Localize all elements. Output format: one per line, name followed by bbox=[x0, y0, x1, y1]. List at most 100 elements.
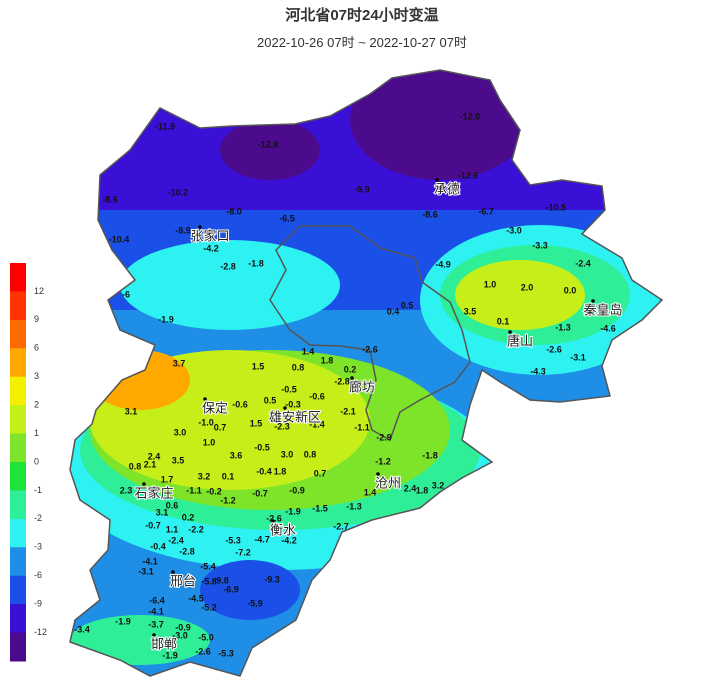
legend-swatch bbox=[10, 518, 26, 548]
station-value: -1.1 bbox=[354, 422, 370, 432]
station-value: -2.6 bbox=[195, 646, 211, 656]
station-value: 3.1 bbox=[125, 406, 138, 416]
city-name: 秦皇岛 bbox=[583, 302, 622, 317]
station-value: -4.1 bbox=[148, 606, 164, 616]
station-value: -0.6 bbox=[309, 391, 325, 401]
station-value: 1.4 bbox=[364, 487, 377, 497]
station-value: 0.5 bbox=[401, 300, 414, 310]
station-value: -6 bbox=[122, 289, 130, 299]
legend-swatch bbox=[10, 405, 26, 435]
station-value: -4.5 bbox=[188, 593, 204, 603]
legend-swatch bbox=[10, 348, 26, 378]
station-value: -0.9 bbox=[289, 485, 305, 495]
city-name: 邢台 bbox=[170, 573, 196, 588]
station-value: 2.4 bbox=[148, 451, 161, 461]
station-value: -0.4 bbox=[150, 541, 166, 551]
station-value: -8.6 bbox=[422, 209, 438, 219]
city-name: 雄安新区 bbox=[269, 409, 321, 424]
station-value: -0.7 bbox=[252, 488, 268, 498]
station-value: 1.8 bbox=[416, 485, 429, 495]
station-value: -0.9 bbox=[175, 622, 191, 632]
city-name: 衡水 bbox=[270, 522, 296, 537]
station-value: 1.8 bbox=[274, 466, 287, 476]
city-name: 保定 bbox=[202, 400, 228, 415]
station-value: 0.8 bbox=[129, 461, 142, 471]
station-value: 0.2 bbox=[182, 512, 195, 522]
legend-label: -6 bbox=[34, 570, 42, 580]
station-value: -4.7 bbox=[254, 534, 270, 544]
station-value: -2.8 bbox=[334, 376, 350, 386]
station-value: 0.7 bbox=[314, 468, 327, 478]
station-value: 0.6 bbox=[166, 500, 179, 510]
legend-label: -12 bbox=[34, 627, 47, 637]
station-value: -1.2 bbox=[375, 456, 391, 466]
station-value: -4.1 bbox=[142, 556, 158, 566]
city-dot bbox=[508, 330, 512, 334]
station-value: -1.8 bbox=[422, 450, 438, 460]
legend-swatch bbox=[10, 547, 26, 577]
station-value: 3.2 bbox=[432, 480, 445, 490]
legend-label: -2 bbox=[34, 513, 42, 523]
city-name: 承德 bbox=[434, 181, 460, 196]
city-name: 石家庄 bbox=[134, 485, 173, 500]
city-name: 唐山 bbox=[507, 333, 533, 348]
station-value: -8.0 bbox=[226, 206, 242, 216]
station-value: -6.7 bbox=[478, 206, 494, 216]
legend-label: -1 bbox=[34, 485, 42, 495]
station-value: -3.7 bbox=[148, 619, 164, 629]
station-value: -3.0 bbox=[506, 225, 522, 235]
station-value: 3.0 bbox=[174, 427, 187, 437]
city-dot bbox=[142, 482, 146, 486]
station-value: -11.9 bbox=[155, 121, 175, 131]
legend-label: -3 bbox=[34, 542, 42, 552]
station-value: -1.2 bbox=[220, 495, 236, 505]
station-value: 0.2 bbox=[344, 364, 357, 374]
station-value: -1.9 bbox=[162, 650, 178, 660]
station-value: -0.6 bbox=[232, 399, 248, 409]
station-value: -10.4 bbox=[109, 234, 130, 244]
station-value: 2.4 bbox=[404, 483, 417, 493]
legend-label: 3 bbox=[34, 371, 39, 381]
station-value: -2.6 bbox=[266, 513, 282, 523]
station-value: 1.5 bbox=[252, 361, 265, 371]
station-value: -8.6 bbox=[102, 194, 118, 204]
station-value: -1.4 bbox=[309, 419, 325, 429]
station-value: -2.2 bbox=[188, 524, 204, 534]
city-dot bbox=[376, 472, 380, 476]
city-dot bbox=[271, 519, 275, 523]
station-value: 0.4 bbox=[387, 306, 400, 316]
station-value: -5.9 bbox=[247, 598, 263, 608]
station-value: 3.5 bbox=[172, 455, 185, 465]
station-value: -1.0 bbox=[198, 417, 214, 427]
station-value: -9.3 bbox=[264, 574, 280, 584]
legend-swatch bbox=[10, 319, 26, 349]
station-value: -0.2 bbox=[206, 486, 222, 496]
station-value: 1.7 bbox=[161, 474, 174, 484]
station-value: 1.0 bbox=[484, 279, 497, 289]
station-value: -3.1 bbox=[138, 566, 154, 576]
legend-label: 1 bbox=[34, 428, 39, 438]
legend-swatch bbox=[10, 291, 26, 321]
city-dot bbox=[435, 178, 439, 182]
legend-swatch bbox=[10, 263, 26, 292]
station-value: -6.5 bbox=[279, 213, 295, 223]
station-value: 0.0 bbox=[564, 285, 577, 295]
station-value: -3.4 bbox=[74, 624, 90, 634]
station-value: 0.1 bbox=[222, 471, 235, 481]
city-name: 廊坊 bbox=[349, 379, 375, 394]
station-value: -5.0 bbox=[198, 632, 214, 642]
station-value: -2.6 bbox=[546, 344, 562, 354]
legend-label: 2 bbox=[34, 400, 39, 410]
station-value: 1.5 bbox=[250, 418, 263, 428]
station-value: -3.3 bbox=[532, 240, 548, 250]
station-value: -2.9 bbox=[376, 432, 392, 442]
station-value: -10.2 bbox=[168, 187, 189, 197]
legend-swatch bbox=[10, 604, 26, 634]
legend-swatch bbox=[10, 462, 26, 491]
station-value: -4.3 bbox=[530, 366, 546, 376]
station-value: -12.0 bbox=[460, 111, 481, 121]
station-value: 0.8 bbox=[304, 449, 317, 459]
station-value: -5.8 bbox=[201, 576, 217, 586]
station-value: -1.1 bbox=[186, 485, 202, 495]
station-value: 2.1 bbox=[144, 459, 157, 469]
